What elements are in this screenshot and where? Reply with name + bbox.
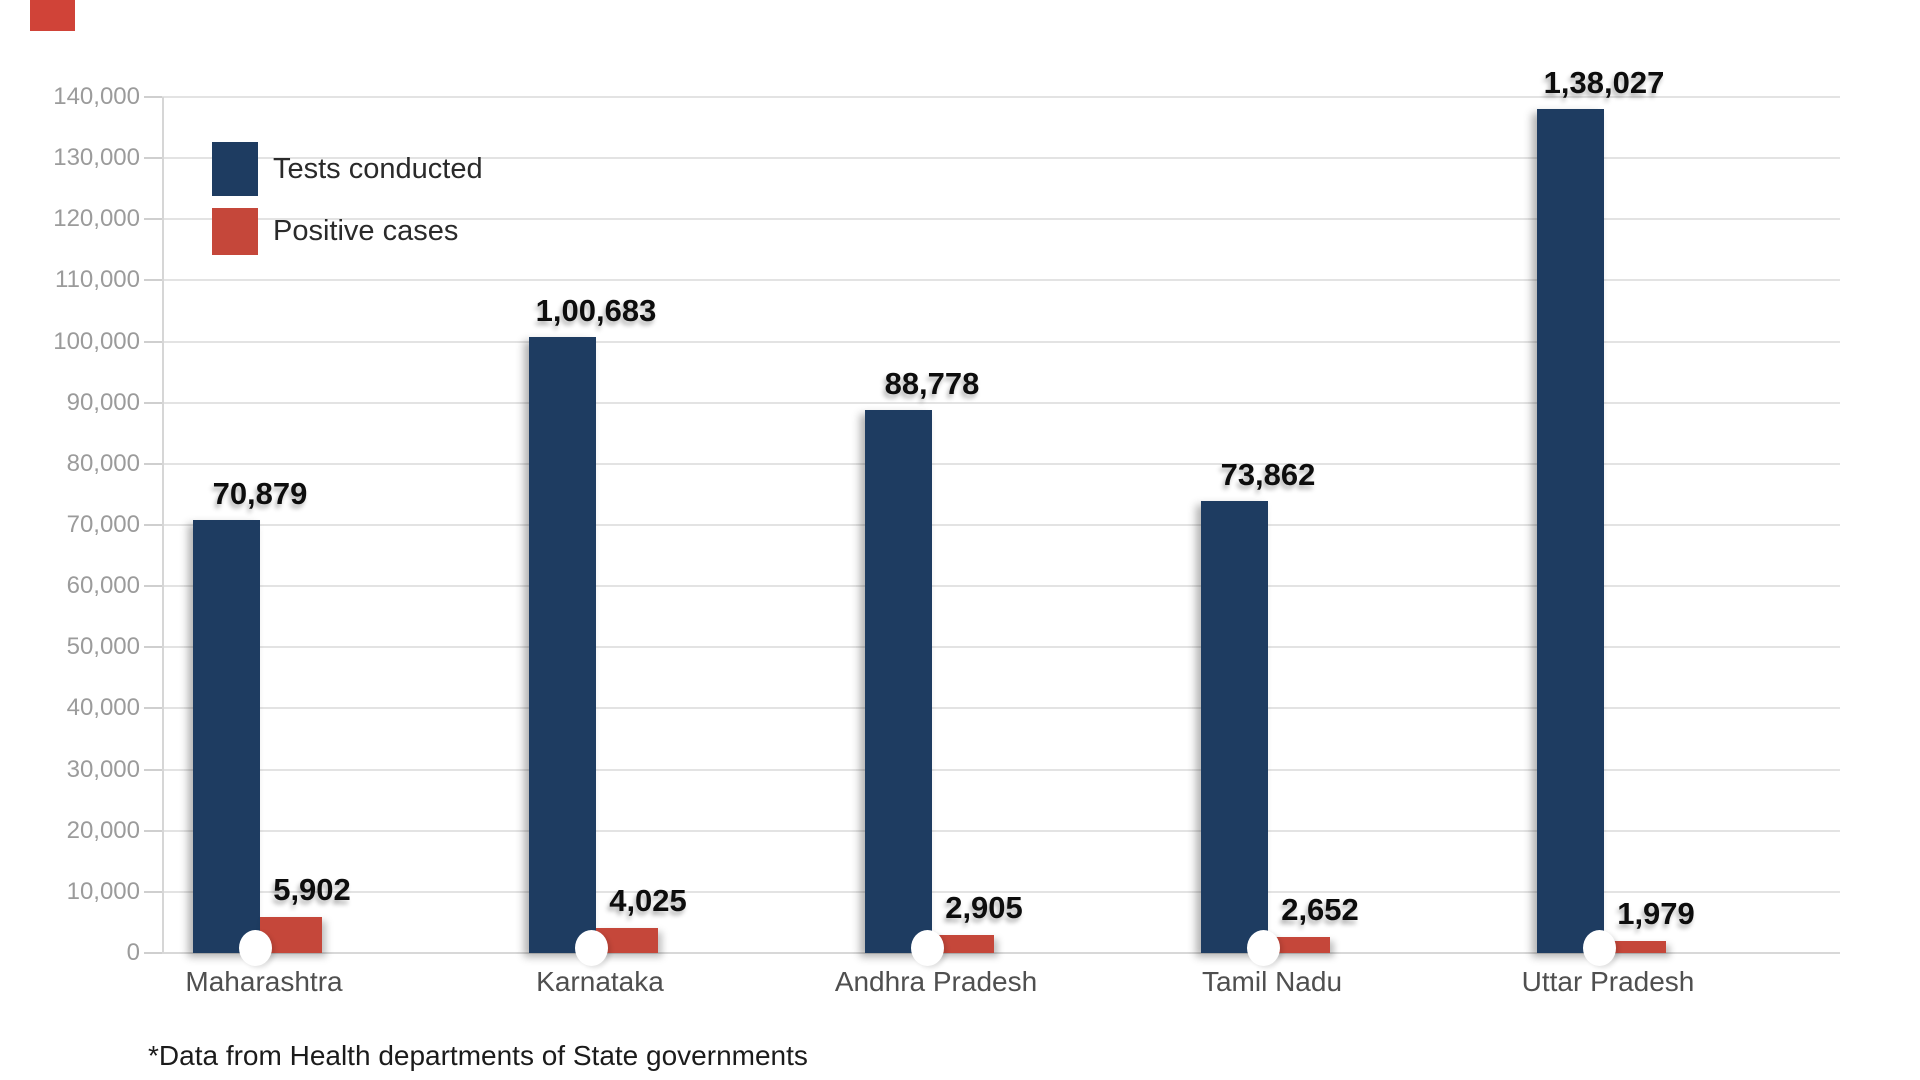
value-label-tests-conducted-karnataka: 1,00,683	[535, 293, 657, 329]
y-axis-label-120000: 120,000	[53, 205, 140, 233]
value-label-tests-conducted-tamil-nadu: 73,862	[1220, 457, 1316, 493]
x-axis-label-tamil-nadu: Tamil Nadu	[1201, 966, 1343, 997]
y-axis-label-0: 0	[126, 939, 140, 966]
junction-dot-uttar-pradesh	[1583, 930, 1616, 966]
y-axis-label-10000: 10,000	[66, 877, 140, 905]
legend-label-positive-cases: Positive cases	[273, 214, 459, 247]
legend-item-tests-conducted: Tests conducted	[212, 142, 483, 196]
gridline-70000	[162, 524, 1840, 526]
junction-dot-andhra-pradesh	[911, 930, 944, 966]
brand-accent-mark	[30, 0, 75, 31]
legend-label-tests-conducted: Tests conducted	[273, 152, 483, 185]
y-axis-tick-90000	[144, 401, 162, 404]
value-label-positive-cases-uttar-pradesh: 1,979	[1617, 895, 1695, 931]
y-axis-label-90000: 90,000	[66, 388, 140, 416]
y-axis-tick-0	[144, 952, 162, 954]
y-axis-label-130000: 130,000	[53, 144, 140, 172]
value-label-positive-cases-karnataka: 4,025	[609, 883, 687, 919]
bar-tests-conducted-maharashtra	[193, 519, 260, 953]
gridline-40000	[162, 707, 1840, 710]
y-axis-tick-140000	[144, 96, 162, 98]
gridline-0	[162, 952, 1840, 954]
gridline-90000	[162, 401, 1840, 404]
y-axis-tick-30000	[144, 768, 162, 771]
y-axis-tick-60000	[144, 585, 162, 588]
gridline-80000	[162, 462, 1840, 465]
bar-tests-conducted-uttar-pradesh	[1537, 109, 1604, 953]
bar-positive-cases-tamil-nadu	[1268, 936, 1330, 953]
x-axis-label-andhra-pradesh: Andhra Pradesh	[834, 966, 1038, 997]
gridline-110000	[162, 279, 1840, 282]
y-axis-label-50000: 50,000	[66, 633, 140, 661]
bar-tests-conducted-andhra-pradesh	[865, 410, 932, 953]
value-label-positive-cases-andhra-pradesh: 2,905	[945, 890, 1023, 926]
y-axis-label-110000: 110,000	[55, 266, 140, 294]
y-axis-tick-40000	[144, 707, 162, 710]
x-axis-label-maharashtra: Maharashtra	[185, 966, 343, 997]
gridline-50000	[162, 646, 1840, 649]
x-axis-label-karnataka: Karnataka	[536, 966, 664, 997]
y-axis-label-80000: 80,000	[66, 449, 140, 477]
gridline-130000	[162, 157, 1840, 160]
y-axis-label-70000: 70,000	[66, 511, 140, 538]
x-axis-label-uttar-pradesh: Uttar Pradesh	[1521, 966, 1695, 997]
y-axis-tick-70000	[144, 524, 162, 526]
bar-tests-conducted-karnataka	[529, 337, 596, 953]
y-axis-tick-120000	[144, 218, 162, 221]
y-axis-label-60000: 60,000	[66, 572, 140, 600]
junction-dot-tamil-nadu	[1247, 930, 1280, 966]
value-label-tests-conducted-uttar-pradesh: 1,38,027	[1543, 65, 1665, 101]
bar-positive-cases-uttar-pradesh	[1604, 940, 1666, 953]
chart-legend: Tests conducted Positive cases	[212, 142, 483, 268]
value-label-positive-cases-tamil-nadu: 2,652	[1281, 891, 1359, 927]
gridline-60000	[162, 585, 1840, 588]
gridline-120000	[162, 218, 1840, 221]
value-label-tests-conducted-andhra-pradesh: 88,778	[884, 366, 980, 402]
y-axis-tick-130000	[144, 157, 162, 160]
gridline-30000	[162, 768, 1840, 771]
y-axis-label-30000: 30,000	[66, 755, 140, 783]
y-axis-tick-10000	[144, 890, 162, 893]
y-axis-tick-20000	[144, 829, 162, 832]
y-axis-tick-110000	[144, 279, 162, 282]
value-label-tests-conducted-maharashtra: 70,879	[212, 475, 308, 511]
legend-swatch-positive-cases-icon	[212, 207, 258, 255]
y-axis-label-40000: 40,000	[66, 694, 140, 722]
bar-tests-conducted-tamil-nadu	[1201, 501, 1268, 953]
gridline-100000	[162, 340, 1840, 343]
y-axis-tick-80000	[144, 462, 162, 465]
gridline-140000	[162, 96, 1840, 98]
legend-item-positive-cases: Positive cases	[212, 206, 483, 256]
gridline-20000	[162, 829, 1840, 832]
gridline-10000	[162, 890, 1840, 893]
y-axis-label-20000: 20,000	[66, 816, 140, 844]
bar-positive-cases-andhra-pradesh	[932, 935, 994, 953]
y-axis-tick-100000	[144, 340, 162, 343]
y-axis-label-140000: 140,000	[53, 83, 140, 110]
junction-dot-karnataka	[575, 930, 608, 966]
value-label-positive-cases-maharashtra: 5,902	[273, 871, 351, 907]
junction-dot-maharashtra	[239, 930, 272, 966]
legend-swatch-tests-conducted-icon	[212, 142, 258, 196]
y-axis-tick-50000	[144, 646, 162, 649]
footnote: *Data from Health departments of State g…	[148, 1040, 808, 1071]
y-axis-line	[162, 97, 164, 953]
y-axis-label-100000: 100,000	[53, 327, 140, 355]
